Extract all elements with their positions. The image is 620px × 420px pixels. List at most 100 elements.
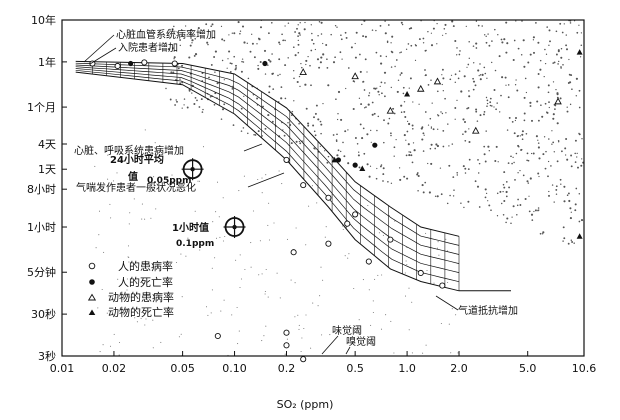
shading-dot xyxy=(371,113,374,116)
shading-dot xyxy=(292,46,295,49)
shading-dot xyxy=(371,344,373,347)
y-tick-label: 4天 xyxy=(38,138,56,151)
shading-dot xyxy=(570,165,573,168)
shading-dot xyxy=(565,48,569,51)
shading-dot xyxy=(424,111,427,113)
shading-dot xyxy=(484,188,487,191)
shading-dot xyxy=(479,114,482,117)
shading-dot xyxy=(357,154,360,157)
shading-dot xyxy=(494,160,497,162)
shading-dot xyxy=(304,83,307,86)
shading-dot xyxy=(440,322,442,325)
shading-dot xyxy=(417,174,420,178)
shading-dot xyxy=(268,91,271,94)
shading-dot xyxy=(411,124,414,127)
shading-dot xyxy=(154,142,156,144)
shading-dot xyxy=(107,154,109,156)
shading-dot xyxy=(117,278,119,280)
shading-dot xyxy=(348,253,350,255)
shading-dot xyxy=(548,138,550,140)
shading-dot xyxy=(430,127,433,129)
shading-dot xyxy=(422,132,425,135)
shading-dot xyxy=(529,105,532,107)
shading-dot xyxy=(216,181,219,183)
shading-dot xyxy=(160,341,162,343)
shading-dot xyxy=(293,77,295,80)
shading-dot xyxy=(261,192,263,194)
ref-24h-label-2: 值 xyxy=(128,170,138,183)
shading-dot xyxy=(281,183,283,185)
shading-dot xyxy=(264,127,267,130)
shading-dot xyxy=(337,149,340,152)
shading-dot xyxy=(497,34,499,36)
shading-dot xyxy=(544,167,547,170)
shading-dot xyxy=(559,22,562,25)
shading-dot xyxy=(556,160,559,163)
shading-dot xyxy=(308,205,310,207)
shading-dot xyxy=(196,99,198,102)
shading-dot xyxy=(527,159,530,162)
shading-dot xyxy=(483,111,486,113)
shading-dot xyxy=(340,118,343,121)
shading-dot xyxy=(286,338,288,340)
annotation-asthma: 气喘发作患者一般状况恶化 xyxy=(76,181,196,194)
shading-dot xyxy=(490,209,492,212)
shading-dot xyxy=(350,46,353,49)
shading-dot xyxy=(359,123,362,126)
shading-dot xyxy=(232,124,235,126)
shading-dot xyxy=(570,154,573,157)
shading-dot xyxy=(464,139,467,142)
shading-dot xyxy=(448,145,450,147)
shading-dot xyxy=(542,153,545,156)
shading-dot xyxy=(467,63,470,66)
shading-dot xyxy=(221,108,225,111)
shading-dot xyxy=(269,60,272,63)
shading-dot xyxy=(430,32,432,34)
shading-dot xyxy=(503,38,506,41)
shading-dot xyxy=(205,23,208,26)
shading-dot xyxy=(552,81,555,83)
shading-dot xyxy=(383,71,387,74)
shading-dot xyxy=(387,122,390,125)
shading-dot xyxy=(452,195,455,197)
marker-filled-circle xyxy=(372,142,378,148)
shading-dot xyxy=(539,232,542,235)
shading-dot xyxy=(450,352,452,354)
shading-dot xyxy=(496,215,499,217)
shading-dot xyxy=(428,191,431,194)
shading-dot xyxy=(223,39,226,42)
shading-dot xyxy=(560,56,563,59)
shading-dot xyxy=(424,74,427,77)
shading-dot xyxy=(455,314,457,316)
shading-dot xyxy=(484,160,487,163)
shading-dot xyxy=(379,165,382,168)
shading-dot xyxy=(276,272,278,274)
x-axis-title: SO₂ (ppm) xyxy=(277,398,334,411)
shading-dot xyxy=(503,186,506,189)
shading-dot xyxy=(436,43,438,45)
shading-dot xyxy=(454,118,456,120)
ref-24h-value: 0.05ppm xyxy=(147,176,191,186)
shading-dot xyxy=(447,281,449,284)
shading-dot xyxy=(406,130,409,133)
shading-dot xyxy=(506,129,509,131)
shading-dot xyxy=(213,103,216,106)
shading-dot xyxy=(403,134,406,137)
shading-dot xyxy=(430,162,433,165)
shading-dot xyxy=(309,64,311,67)
shading-dot xyxy=(377,274,379,276)
shading-dot xyxy=(562,64,564,66)
x-tick-label: 0.05 xyxy=(170,362,195,375)
shading-dot xyxy=(197,180,199,182)
shading-dot xyxy=(326,67,329,69)
shading-dot xyxy=(495,145,498,148)
shading-dot xyxy=(372,311,374,314)
x-tick-label: 0.02 xyxy=(102,362,127,375)
shading-dot xyxy=(198,180,201,182)
shading-dot xyxy=(316,202,318,204)
shading-dot xyxy=(406,120,409,123)
shading-dot xyxy=(369,165,372,167)
shading-dot xyxy=(486,99,489,102)
shading-dot xyxy=(102,344,104,346)
shading-dot xyxy=(172,47,174,49)
